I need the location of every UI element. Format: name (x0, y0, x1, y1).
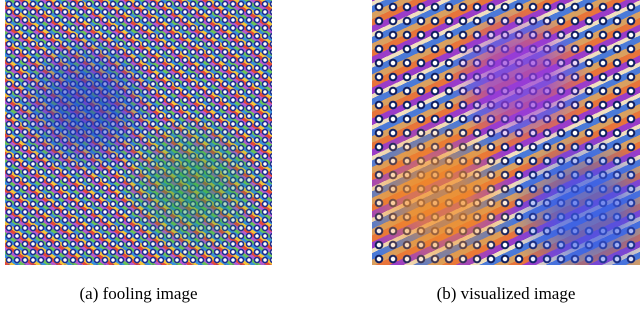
caption: (a) fooling image (5, 284, 272, 304)
fooling-image (5, 0, 272, 265)
caption: (b) visualized image (372, 284, 640, 304)
page: (a) fooling image (b) visualized image (… (0, 0, 640, 310)
visualized-image (372, 0, 640, 265)
